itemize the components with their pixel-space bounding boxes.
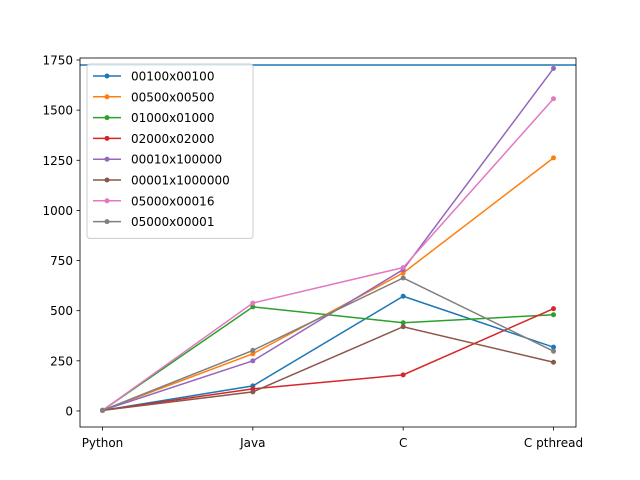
data-point xyxy=(551,344,556,350)
legend-item: 00010x100000 xyxy=(93,153,222,167)
x-tick-label: Java xyxy=(239,436,265,450)
data-point xyxy=(100,407,105,413)
legend-label: 00001x1000000 xyxy=(131,174,230,188)
series-00100x00100 xyxy=(100,293,556,413)
data-point xyxy=(551,348,556,354)
series-line xyxy=(102,67,555,412)
data-point xyxy=(250,347,256,353)
legend-label: 05000x00016 xyxy=(131,194,214,208)
legend-marker xyxy=(104,198,110,204)
series-05000x00001 xyxy=(100,275,556,413)
legend-item: 00500x00500 xyxy=(93,90,214,104)
y-tick-label: 500 xyxy=(50,304,73,318)
series-line xyxy=(102,307,554,412)
y-tick-label: 1750 xyxy=(42,54,73,68)
legend-marker xyxy=(104,177,110,183)
y-tick-label: 1250 xyxy=(42,154,73,168)
data-point xyxy=(551,359,556,365)
legend-label: 00100x00100 xyxy=(131,70,214,84)
legend-box xyxy=(86,63,254,239)
legend-label: 00010x100000 xyxy=(131,153,222,167)
data-point xyxy=(250,300,256,306)
legend-item: 05000x00016 xyxy=(93,194,214,208)
legend-item: 02000x02000 xyxy=(93,132,214,146)
legend-item: 01000x01000 xyxy=(93,111,214,125)
x-tick-label: C xyxy=(399,436,407,450)
data-point xyxy=(551,306,556,312)
data-point xyxy=(400,293,406,299)
x-tick-label: C pthread xyxy=(524,436,583,450)
series-line xyxy=(102,295,554,412)
data-point xyxy=(400,320,406,326)
legend-label: 02000x02000 xyxy=(131,132,214,146)
y-axis: 0 250 500 750 1000 1250 1500 1750 xyxy=(42,54,80,418)
legend-marker xyxy=(104,115,110,121)
data-point xyxy=(551,312,556,318)
series-line xyxy=(102,98,555,411)
legend-label: 05000x00001 xyxy=(131,215,214,229)
legend-marker xyxy=(104,94,110,100)
data-point xyxy=(551,65,556,71)
data-point xyxy=(250,389,256,395)
data-point xyxy=(400,275,406,281)
series-line xyxy=(102,325,554,412)
y-tick-label: 0 xyxy=(65,404,73,418)
data-point xyxy=(400,324,406,330)
data-point xyxy=(250,358,256,364)
legend-marker xyxy=(104,73,110,79)
axes-frame xyxy=(79,57,577,428)
data-point xyxy=(551,155,556,161)
legend-label: 01000x01000 xyxy=(131,111,214,125)
legend-item: 00001x1000000 xyxy=(93,174,230,188)
y-tick-label: 1000 xyxy=(42,204,73,218)
legend-item: 00100x00100 xyxy=(93,70,214,84)
series-layer xyxy=(100,65,556,413)
y-tick-label: 250 xyxy=(50,354,73,368)
data-point xyxy=(250,304,256,310)
series-00001x1000000 xyxy=(100,324,556,413)
data-point xyxy=(400,265,406,271)
x-axis: Python Java C C pthread xyxy=(82,427,583,450)
series-line xyxy=(102,277,554,412)
y-tick-label: 1500 xyxy=(42,104,73,118)
legend-marker xyxy=(104,135,110,141)
data-point xyxy=(551,96,556,102)
y-tick-label: 750 xyxy=(50,254,73,268)
legend-marker xyxy=(104,156,110,162)
legend-label: 00500x00500 xyxy=(131,90,214,104)
legend-marker xyxy=(104,219,110,225)
x-tick-label: Python xyxy=(82,436,124,450)
legend-item: 05000x00001 xyxy=(93,215,214,229)
data-point xyxy=(400,372,406,378)
legend: 00100x00100 00500x00500 01000x01000 02000x0… xyxy=(86,63,254,239)
